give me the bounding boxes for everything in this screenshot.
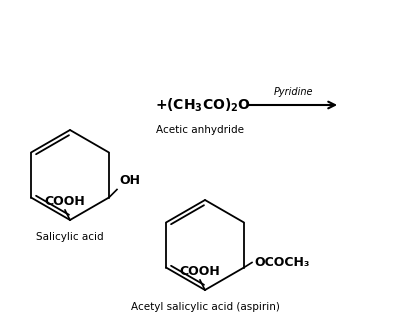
Text: OH: OH	[119, 174, 140, 187]
Text: Salicylic acid: Salicylic acid	[36, 232, 104, 242]
Text: Pyridine: Pyridine	[273, 87, 313, 97]
Text: COOH: COOH	[45, 195, 85, 208]
Text: OCOCH₃: OCOCH₃	[254, 256, 309, 269]
Text: $\bf{+ (CH_3CO)_2O}$: $\bf{+ (CH_3CO)_2O}$	[155, 96, 251, 114]
Text: Acetic anhydride: Acetic anhydride	[156, 125, 244, 135]
Text: Acetyl salicylic acid (aspirin): Acetyl salicylic acid (aspirin)	[130, 302, 280, 312]
Text: COOH: COOH	[180, 265, 220, 278]
